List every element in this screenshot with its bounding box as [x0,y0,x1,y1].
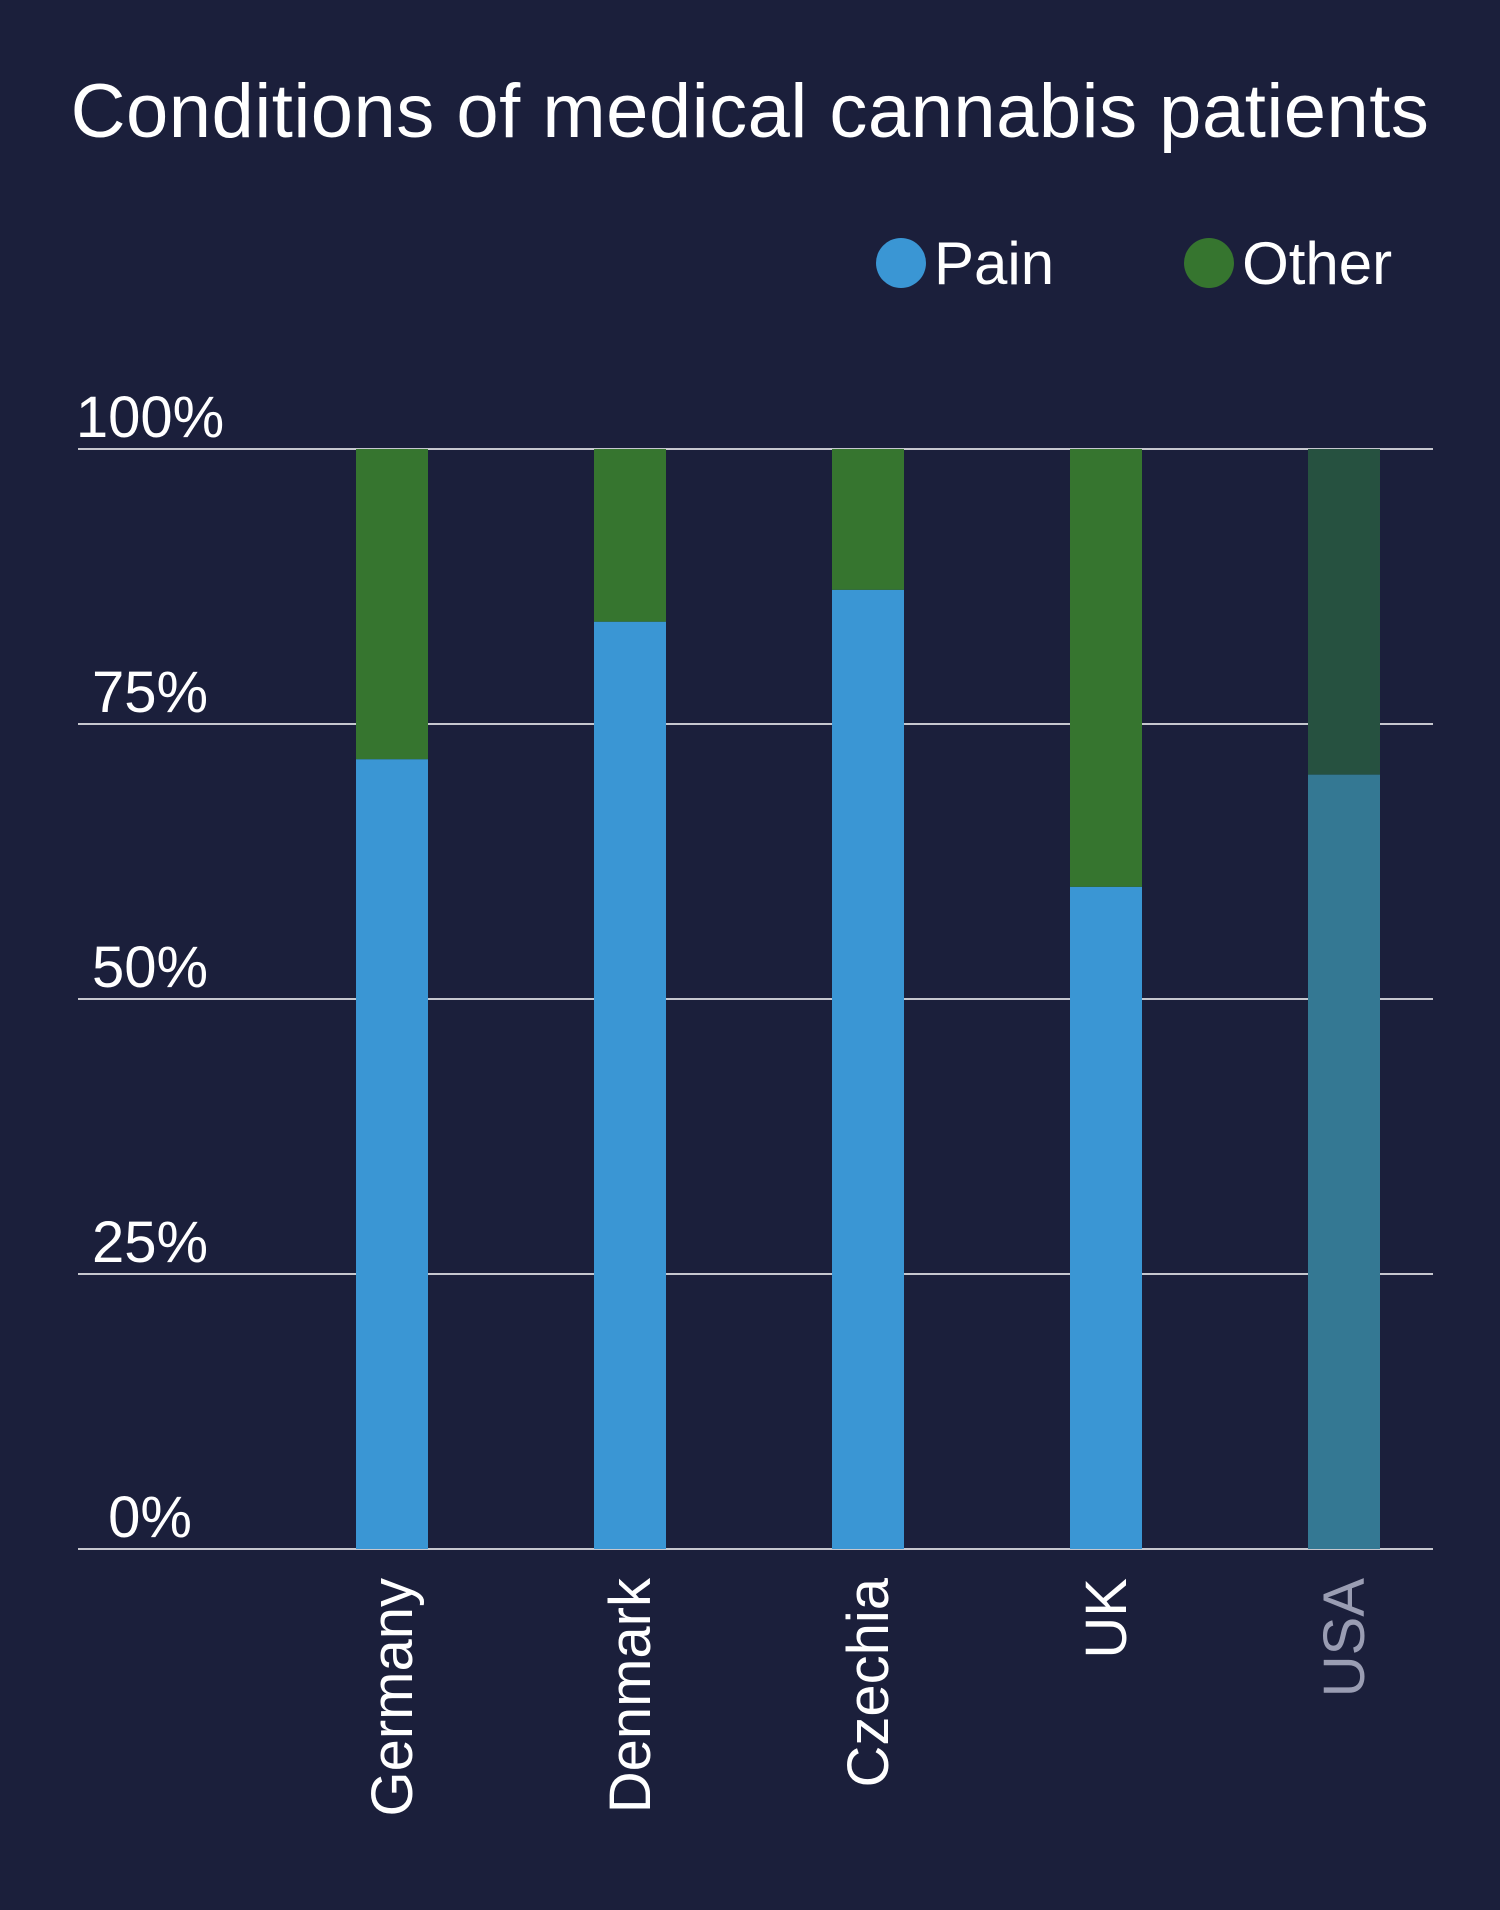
legend-label-pain: Pain [934,229,1055,297]
x-tick-label: Czechia [836,1577,901,1787]
bar-pain-usa [1308,774,1380,1549]
x-tick-label: USA [1312,1578,1377,1698]
legend-swatch-pain [876,238,926,288]
x-tick-label: Germany [360,1578,425,1817]
legend-swatch-other [1184,238,1235,288]
bar-other-usa [1308,449,1380,775]
y-tick-label: 100% [76,385,224,450]
bar-other-denmark [594,449,666,622]
bar-pain-denmark [594,621,666,1549]
bar-pain-czechia [832,589,904,1549]
y-tick-label: 50% [92,935,208,1000]
y-tick-label: 75% [92,660,208,725]
bar-other-germany [356,449,428,760]
bar-pain-germany [356,759,428,1549]
y-tick-label: 25% [92,1210,208,1275]
bar-pain-uk [1070,886,1142,1549]
chart-title: Conditions of medical cannabis patients [70,69,1430,154]
legend-label-other: Other [1242,229,1393,297]
bar-other-uk [1070,449,1142,887]
legend: Pain Other [876,228,1392,298]
x-tick-label: Denmark [598,1577,663,1813]
legend-item-pain: Pain [876,229,1054,298]
y-tick-label: 0% [108,1485,192,1550]
legend-item-other: Other [1184,229,1392,298]
x-tick-label: UK [1074,1578,1139,1659]
bar-other-czechia [832,449,904,590]
